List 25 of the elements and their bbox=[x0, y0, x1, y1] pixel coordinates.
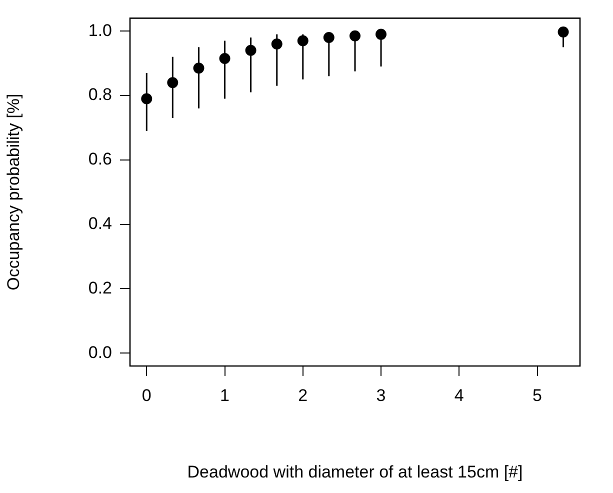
x-tick-label: 3 bbox=[376, 386, 386, 405]
y-tick-label: 0.6 bbox=[88, 150, 112, 169]
x-tick-label: 2 bbox=[298, 386, 308, 405]
point bbox=[245, 44, 256, 56]
y-axis-title: Occupancy probability [%] bbox=[4, 94, 23, 290]
x-tick-label: 1 bbox=[220, 386, 230, 405]
point bbox=[297, 35, 308, 46]
y-tick-label: 0.2 bbox=[88, 278, 112, 298]
point bbox=[376, 28, 387, 40]
x-tick-label: 0 bbox=[142, 386, 152, 405]
point bbox=[323, 32, 334, 44]
point bbox=[219, 52, 230, 64]
point bbox=[271, 38, 282, 50]
y-tick-label: 0.8 bbox=[88, 85, 112, 104]
x-axis-title: Deadwood with diameter of at least 15cm [#] bbox=[187, 462, 523, 482]
point bbox=[193, 62, 204, 74]
point bbox=[558, 26, 569, 38]
y-tick-label: 0.4 bbox=[88, 214, 112, 233]
point bbox=[167, 77, 178, 88]
y-tick-label: 1.0 bbox=[88, 20, 112, 40]
x-tick-label: 5 bbox=[532, 386, 542, 405]
point bbox=[141, 93, 152, 104]
y-tick-label: 0.0 bbox=[88, 342, 112, 362]
x-tick-label: 4 bbox=[454, 386, 464, 405]
point bbox=[350, 30, 360, 42]
